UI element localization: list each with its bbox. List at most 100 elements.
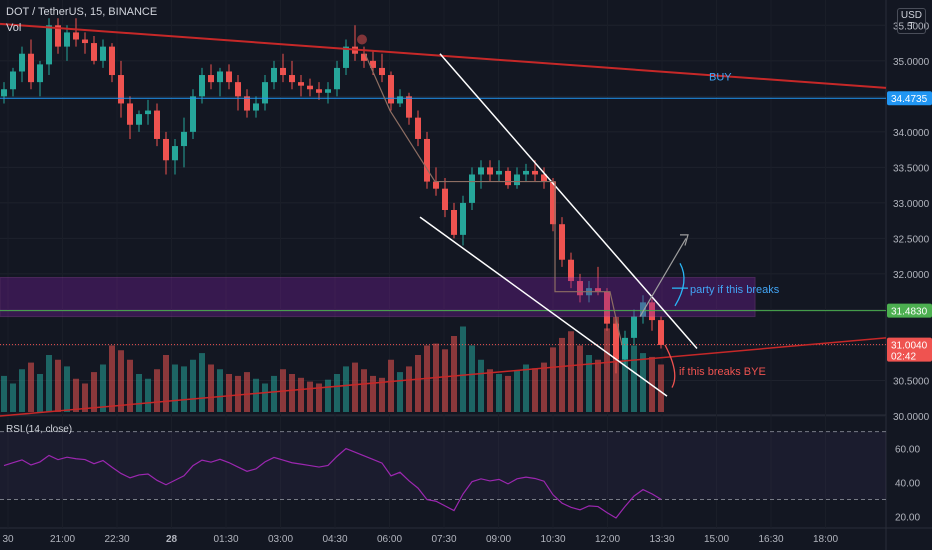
candle-body bbox=[109, 46, 115, 76]
candle-body bbox=[424, 138, 430, 182]
green-price-tag-bg bbox=[887, 303, 932, 318]
candle-body bbox=[64, 32, 70, 47]
currency-badge[interactable]: USD T bbox=[896, 8, 926, 34]
volume-bar bbox=[577, 345, 583, 412]
volume-bar bbox=[307, 381, 313, 412]
buy-price-tag: 34.4735 bbox=[891, 94, 928, 105]
green-price-tag: 31.4830 bbox=[891, 307, 928, 318]
candle-body bbox=[334, 67, 340, 90]
candle-body bbox=[91, 43, 97, 61]
purple-zone bbox=[0, 276, 756, 318]
candle-body bbox=[181, 131, 187, 147]
candle-body bbox=[1, 89, 7, 97]
price-tick-label: 35.5000 bbox=[893, 21, 930, 32]
bye-annotation: if this breaks BYE bbox=[679, 366, 766, 378]
volume-bar bbox=[622, 340, 628, 412]
volume-bar bbox=[478, 359, 484, 412]
volume-bar bbox=[631, 345, 637, 412]
volume-bar bbox=[298, 377, 304, 412]
candle-body bbox=[388, 75, 394, 104]
volume-bar bbox=[442, 349, 448, 412]
rsi-band bbox=[0, 431, 886, 500]
time-tick-label: 10:30 bbox=[540, 534, 565, 545]
volume-bar bbox=[523, 364, 529, 412]
arrow-up-head bbox=[680, 234, 689, 246]
arrow-up-line bbox=[639, 238, 687, 317]
time-tick-label: 13:30 bbox=[649, 534, 674, 545]
volume-bar bbox=[316, 383, 322, 412]
vol-label: Vol bbox=[6, 22, 22, 34]
candle-body bbox=[73, 32, 79, 40]
time-tick-label: 21:00 bbox=[50, 534, 75, 545]
candle-body bbox=[307, 85, 313, 90]
volume-bar bbox=[505, 375, 511, 412]
price-tick-label: 30.5000 bbox=[893, 376, 930, 387]
candle-body bbox=[433, 181, 439, 189]
candle-body bbox=[154, 110, 160, 139]
candle-body bbox=[532, 170, 538, 175]
price-tick-label: 33.5000 bbox=[893, 163, 930, 174]
last-price-tag-countdown: 02:42 bbox=[891, 352, 916, 363]
time-tick-label: 18:00 bbox=[813, 534, 838, 545]
candle-body bbox=[28, 53, 34, 83]
volume-bar bbox=[595, 359, 601, 412]
volume-bar bbox=[541, 362, 547, 412]
buy-price-tag-bg bbox=[887, 91, 932, 106]
volume-bar bbox=[82, 383, 88, 412]
volume-bar bbox=[235, 375, 241, 412]
volume-bar bbox=[199, 353, 205, 412]
rsi-tick-label: 20.00 bbox=[895, 513, 920, 524]
candle-body bbox=[316, 89, 322, 93]
volume-bar bbox=[604, 328, 610, 412]
symbol-title: DOT / TetherUS, 15, BINANCE bbox=[6, 6, 158, 18]
candle-body bbox=[118, 75, 124, 104]
last-price-tag: 31.0040 bbox=[891, 341, 928, 352]
volume-bar bbox=[253, 378, 259, 412]
last-price-tag-bg bbox=[887, 337, 932, 362]
resistance-trendline bbox=[0, 22, 887, 89]
volume-bar bbox=[145, 378, 151, 412]
candle-body bbox=[442, 188, 448, 210]
candle-body bbox=[451, 210, 457, 235]
candle-body bbox=[82, 39, 88, 44]
candle-body bbox=[172, 146, 178, 161]
rsi-tick-label: 60.00 bbox=[895, 445, 920, 456]
volume-bar bbox=[586, 355, 592, 412]
volume-bar bbox=[19, 369, 25, 412]
time-tick-label: 16:30 bbox=[758, 534, 783, 545]
party-annotation: party if this breaks bbox=[690, 284, 780, 296]
volume-bar bbox=[217, 369, 223, 412]
time-tick-label: 01:30 bbox=[213, 534, 238, 545]
candle-body bbox=[640, 302, 646, 317]
candle-body bbox=[10, 71, 16, 90]
volume-bar bbox=[658, 364, 664, 412]
volume-bar bbox=[172, 364, 178, 412]
blue-curve bbox=[674, 262, 685, 307]
candle-body bbox=[199, 75, 205, 97]
volume-bar bbox=[550, 347, 556, 412]
time-tick-label: 28 bbox=[166, 534, 178, 545]
support-trendline bbox=[0, 337, 887, 417]
volume-bar bbox=[109, 345, 115, 412]
volume-bar bbox=[100, 364, 106, 412]
candle-body bbox=[370, 60, 376, 68]
candle-body bbox=[568, 259, 574, 282]
candle-body bbox=[514, 174, 520, 186]
volume-bar bbox=[451, 336, 457, 412]
price-tick-label: 30.0000 bbox=[893, 412, 930, 423]
time-tick-label: 04:30 bbox=[322, 534, 347, 545]
volume-bar bbox=[64, 366, 70, 412]
volume-bar bbox=[208, 364, 214, 412]
volume-bar bbox=[514, 370, 520, 412]
volume-bar bbox=[379, 377, 385, 412]
rsi-line bbox=[3, 447, 662, 519]
volume-bar bbox=[55, 359, 61, 412]
volume-bar bbox=[325, 379, 331, 412]
volume-bar bbox=[568, 331, 574, 412]
candle-body bbox=[46, 25, 52, 65]
candle-body bbox=[604, 291, 610, 324]
candle-body bbox=[226, 71, 232, 83]
candle-body bbox=[658, 320, 664, 345]
volume-bar bbox=[406, 366, 412, 412]
volume-bar bbox=[343, 366, 349, 412]
